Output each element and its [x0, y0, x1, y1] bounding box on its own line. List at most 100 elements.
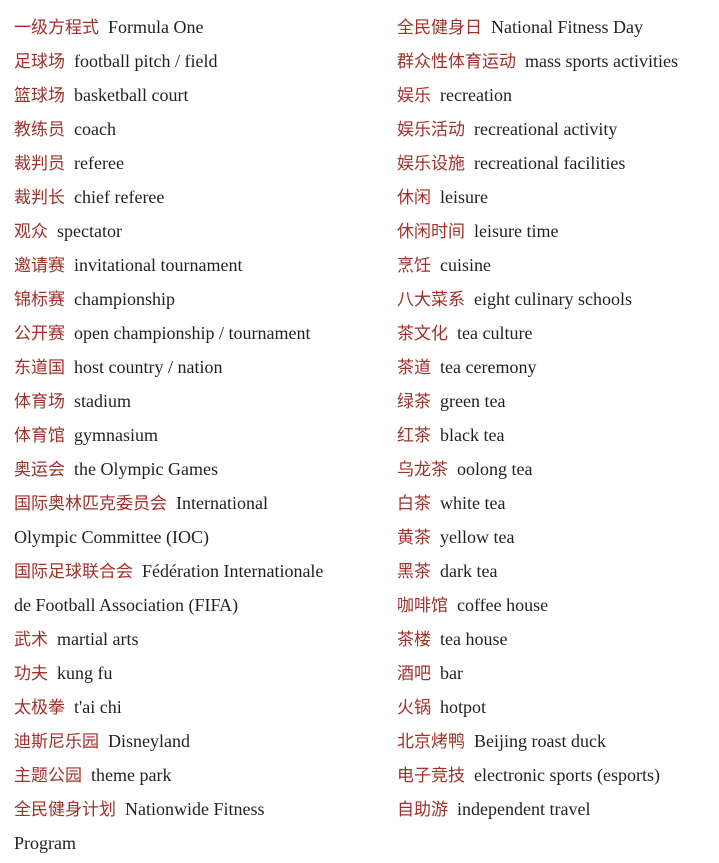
term-english: bar: [440, 663, 463, 683]
term-chinese: 篮球场: [14, 86, 65, 106]
term-english: Beijing roast duck: [474, 731, 606, 751]
glossary-entry: 电子竞技 electronic sports (esports): [397, 758, 717, 792]
term-english-continued: Olympic Committee (IOC): [14, 527, 209, 547]
glossary-entry: 全民健身日 National Fitness Day: [397, 10, 717, 44]
glossary-entry: 娱乐设施 recreational facilities: [397, 146, 717, 180]
glossary-entry: 迪斯尼乐园 Disneyland: [14, 724, 384, 758]
term-chinese: 黄茶: [397, 528, 431, 548]
term-english-continued: Program: [14, 833, 76, 853]
glossary-entry: 篮球场 basketball court: [14, 78, 384, 112]
term-english-continued: de Football Association (FIFA): [14, 595, 239, 615]
glossary-entry: 黑茶 dark tea: [397, 554, 717, 588]
term-english: tea house: [440, 629, 508, 649]
term-english: tea culture: [457, 323, 533, 343]
term-english: theme park: [91, 765, 172, 785]
term-english: host country / nation: [74, 357, 223, 377]
term-english: Nationwide Fitness: [125, 799, 265, 819]
term-english: martial arts: [57, 629, 139, 649]
glossary-entry: 观众 spectator: [14, 214, 384, 248]
term-english: dark tea: [440, 561, 498, 581]
term-english: Disneyland: [108, 731, 190, 751]
term-chinese: 体育场: [14, 392, 65, 412]
term-chinese: 全民健身日: [397, 18, 482, 38]
term-english: leisure: [440, 187, 488, 207]
glossary-entry: 北京烤鸭 Beijing roast duck: [397, 724, 717, 758]
glossary-entry: 全民健身计划 Nationwide Fitness: [14, 792, 384, 826]
term-english: white tea: [440, 493, 506, 513]
term-chinese: 休闲: [397, 188, 431, 208]
term-chinese: 公开赛: [14, 324, 65, 344]
term-chinese: 北京烤鸭: [397, 732, 465, 752]
glossary-entry: 太极拳 t'ai chi: [14, 690, 384, 724]
glossary-entry: 娱乐活动 recreational activity: [397, 112, 717, 146]
glossary-entry: 裁判员 referee: [14, 146, 384, 180]
term-chinese: 裁判长: [14, 188, 65, 208]
term-english: yellow tea: [440, 527, 515, 547]
term-english: t'ai chi: [74, 697, 122, 717]
glossary-entry: 国际足球联合会 Fédération Internationale: [14, 554, 384, 588]
term-chinese: 娱乐设施: [397, 154, 465, 174]
term-english: black tea: [440, 425, 505, 445]
term-english: green tea: [440, 391, 506, 411]
term-english: kung fu: [57, 663, 113, 683]
term-chinese: 国际足球联合会: [14, 562, 133, 582]
term-chinese: 自助游: [397, 800, 448, 820]
glossary-entry: 自助游 independent travel: [397, 792, 717, 826]
term-english: tea ceremony: [440, 357, 537, 377]
term-english: football pitch / field: [74, 51, 218, 71]
term-chinese: 绿茶: [397, 392, 431, 412]
glossary-entry: 八大菜系 eight culinary schools: [397, 282, 717, 316]
term-english: oolong tea: [457, 459, 533, 479]
term-chinese: 火锅: [397, 698, 431, 718]
glossary-entry: 裁判长 chief referee: [14, 180, 384, 214]
term-chinese: 邀请赛: [14, 256, 65, 276]
glossary-entry: 火锅 hotpot: [397, 690, 717, 724]
term-chinese: 裁判员: [14, 154, 65, 174]
term-chinese: 酒吧: [397, 664, 431, 684]
term-chinese: 国际奥林匹克委员会: [14, 494, 167, 514]
glossary-entry: 乌龙茶 oolong tea: [397, 452, 717, 486]
term-chinese: 观众: [14, 222, 48, 242]
term-english: National Fitness Day: [491, 17, 643, 37]
glossary-entry: 茶楼 tea house: [397, 622, 717, 656]
term-chinese: 武术: [14, 630, 48, 650]
term-english: coach: [74, 119, 116, 139]
glossary-entry: 休闲时间 leisure time: [397, 214, 717, 248]
glossary-entry: 群众性体育运动 mass sports activities: [397, 44, 717, 78]
term-english: leisure time: [474, 221, 559, 241]
term-english: the Olympic Games: [74, 459, 218, 479]
glossary-entry: 茶文化 tea culture: [397, 316, 717, 350]
term-english: chief referee: [74, 187, 165, 207]
term-english: Fédération Internationale: [142, 561, 324, 581]
glossary-entry: 东道国 host country / nation: [14, 350, 384, 384]
term-chinese: 电子竞技: [397, 766, 465, 786]
glossary-entry: 茶道 tea ceremony: [397, 350, 717, 384]
glossary-entry: 武术 martial arts: [14, 622, 384, 656]
term-chinese: 教练员: [14, 120, 65, 140]
glossary-entry: 娱乐 recreation: [397, 78, 717, 112]
glossary-entry: 锦标赛 championship: [14, 282, 384, 316]
term-chinese: 娱乐活动: [397, 120, 465, 140]
term-english: independent travel: [457, 799, 591, 819]
term-chinese: 群众性体育运动: [397, 52, 516, 72]
term-english: cuisine: [440, 255, 491, 275]
glossary-entry: 功夫 kung fu: [14, 656, 384, 690]
glossary-entry: 体育馆 gymnasium: [14, 418, 384, 452]
term-english: recreational activity: [474, 119, 618, 139]
term-chinese: 红茶: [397, 426, 431, 446]
term-chinese: 迪斯尼乐园: [14, 732, 99, 752]
glossary-entry: 国际奥林匹克委员会 International: [14, 486, 384, 520]
term-chinese: 烹饪: [397, 256, 431, 276]
glossary-entry: 足球场 football pitch / field: [14, 44, 384, 78]
term-chinese: 茶文化: [397, 324, 448, 344]
term-english: recreation: [440, 85, 512, 105]
term-chinese: 茶道: [397, 358, 431, 378]
term-chinese: 体育馆: [14, 426, 65, 446]
term-chinese: 娱乐: [397, 86, 431, 106]
term-chinese: 东道国: [14, 358, 65, 378]
glossary-column-left: 一级方程式 Formula One 足球场 football pitch / fiel…: [14, 10, 384, 860]
glossary-entry: 绿茶 green tea: [397, 384, 717, 418]
term-english: open championship / tournament: [74, 323, 311, 343]
glossary-entry: 主题公园 theme park: [14, 758, 384, 792]
glossary-entry: 教练员 coach: [14, 112, 384, 146]
